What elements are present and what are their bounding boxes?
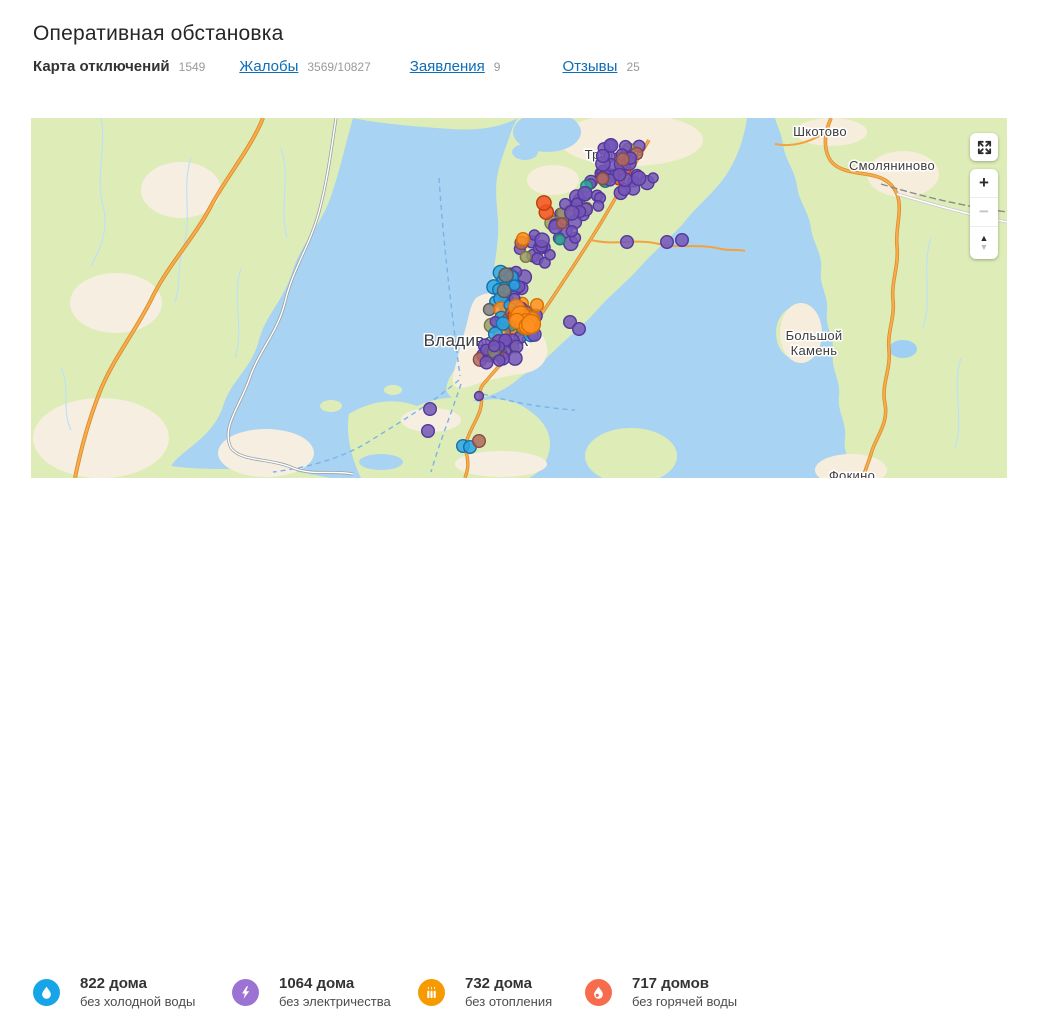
tab-applications[interactable]: Заявления 9: [410, 58, 501, 75]
outage-map[interactable]: ВладивостокТрудовоеШкотовоСмоляниновоБол…: [31, 118, 1007, 478]
legend-electricity: 1064 дома без электричества: [232, 975, 391, 1010]
tab-label[interactable]: Жалобы: [239, 58, 299, 75]
outage-marker[interactable]: [554, 233, 566, 246]
map-label: Фокино: [829, 468, 875, 478]
tab-reviews[interactable]: Отзывы 25: [562, 58, 639, 75]
outage-marker[interactable]: [630, 170, 647, 187]
outage-marker[interactable]: [592, 200, 605, 212]
lightning-icon: [232, 979, 259, 1006]
legend-value: 1064 дома: [279, 975, 355, 992]
hot-water-drop-icon: [585, 979, 612, 1006]
legend-cold-water: 822 дома без холодной воды: [33, 975, 195, 1010]
outage-marker[interactable]: [495, 316, 511, 331]
outage-marker[interactable]: [596, 172, 610, 186]
tab-outage-map[interactable]: Карта отключений 1549: [33, 58, 205, 75]
plus-icon: +: [979, 173, 989, 192]
legend-desc: без электричества: [279, 994, 391, 1009]
outage-marker[interactable]: [595, 148, 611, 164]
map-label: Камень: [791, 343, 838, 358]
outage-marker[interactable]: [536, 195, 552, 211]
legend-desc: без горячей воды: [632, 994, 738, 1009]
legend-value: 717 домов: [632, 975, 709, 992]
tilt-control[interactable]: ▲ ▼: [970, 226, 998, 259]
outage-marker[interactable]: [496, 283, 512, 299]
outage-markers[interactable]: [421, 138, 690, 455]
fullscreen-button[interactable]: [970, 133, 998, 161]
outage-marker[interactable]: [647, 172, 659, 184]
outage-marker[interactable]: [538, 256, 551, 269]
outage-marker[interactable]: [660, 234, 675, 249]
map-label: Большой: [786, 328, 843, 343]
outage-marker[interactable]: [520, 313, 542, 335]
outage-marker[interactable]: [472, 434, 487, 449]
tab-label[interactable]: Отзывы: [562, 58, 618, 75]
outage-marker[interactable]: [479, 355, 494, 370]
map-canvas[interactable]: ВладивостокТрудовоеШкотовоСмоляниновоБол…: [31, 118, 1007, 478]
outage-marker[interactable]: [563, 314, 578, 329]
radiator-icon: [418, 979, 445, 1006]
tab-complaints[interactable]: Жалобы 3569/10827: [239, 58, 370, 75]
tab-label[interactable]: Заявления: [409, 58, 485, 75]
arrow-up-icon: ▲: [979, 233, 989, 243]
zoom-out-button[interactable]: −: [970, 197, 998, 226]
tab-count: 1549: [178, 60, 206, 74]
outage-marker[interactable]: [564, 205, 580, 221]
outage-marker[interactable]: [534, 232, 550, 248]
minus-icon: −: [979, 202, 989, 221]
tab-count: 3569/10827: [307, 60, 371, 74]
outage-legend: 822 дома без холодной воды 1064 дома без…: [0, 478, 1037, 1009]
legend-heating: 732 дома без отопления: [418, 975, 552, 1010]
outage-marker[interactable]: [519, 250, 532, 264]
outage-marker[interactable]: [612, 167, 627, 182]
fullscreen-icon: [977, 140, 991, 154]
outage-marker[interactable]: [421, 424, 436, 439]
legend-hot-water: 717 домов без горячей воды: [585, 975, 737, 1010]
map-ferry-routes: [272, 177, 576, 473]
outage-marker[interactable]: [615, 152, 630, 167]
outage-marker[interactable]: [473, 390, 485, 402]
outage-marker[interactable]: [507, 350, 523, 366]
water-drop-icon: [33, 979, 60, 1006]
outage-marker[interactable]: [544, 248, 556, 261]
outage-marker[interactable]: [516, 231, 531, 246]
map-roads: [73, 118, 1007, 478]
outage-marker[interactable]: [530, 297, 545, 312]
outage-marker[interactable]: [577, 185, 593, 202]
outage-marker[interactable]: [620, 234, 635, 249]
outage-marker[interactable]: [565, 224, 578, 238]
outage-marker[interactable]: [498, 267, 514, 283]
tab-bar: Карта отключений 1549 Жалобы 3569/10827 …: [33, 58, 640, 75]
outage-marker[interactable]: [555, 217, 568, 230]
arrow-down-icon: ▼: [979, 242, 989, 252]
map-water-details: [359, 118, 917, 470]
map-label: Смоляниново: [849, 158, 935, 173]
page-title: Оперативная обстановка: [33, 22, 284, 46]
zoom-control: + − ▲ ▼: [970, 169, 998, 259]
legend-value: 732 дома: [465, 975, 532, 992]
map-label: Шкотово: [793, 124, 847, 139]
legend-value: 822 дома: [80, 975, 147, 992]
tab-label: Карта отключений: [33, 58, 170, 75]
outage-marker[interactable]: [603, 138, 619, 153]
tab-count: 25: [626, 60, 640, 74]
tab-count: 9: [493, 60, 501, 74]
zoom-in-button[interactable]: +: [970, 169, 998, 197]
legend-desc: без отопления: [465, 994, 553, 1009]
legend-desc: без холодной воды: [80, 994, 196, 1009]
outage-marker[interactable]: [487, 339, 501, 353]
outage-marker[interactable]: [675, 232, 690, 247]
outage-marker[interactable]: [572, 321, 587, 336]
outage-marker[interactable]: [492, 354, 506, 367]
outage-marker[interactable]: [508, 279, 521, 292]
outage-marker[interactable]: [423, 402, 438, 417]
